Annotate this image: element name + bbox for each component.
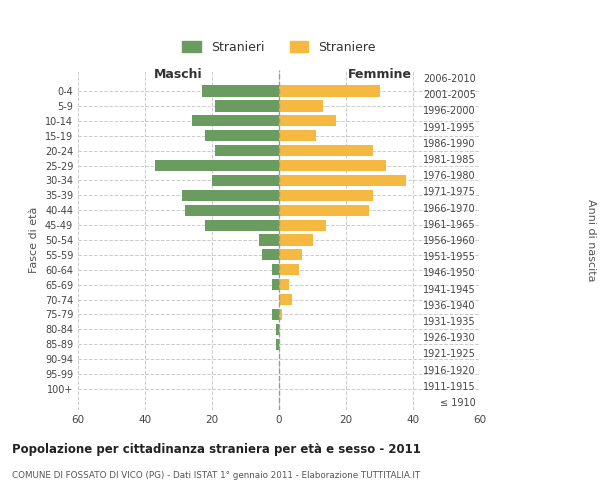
Bar	[155, 160, 279, 171]
Text: Popolazione per cittadinanza straniera per età e sesso - 2011: Popolazione per cittadinanza straniera p…	[12, 442, 421, 456]
Bar	[279, 145, 373, 156]
Bar	[279, 100, 323, 112]
Text: COMUNE DI FOSSATO DI VICO (PG) - Dati ISTAT 1° gennaio 2011 - Elaborazione TUTTI: COMUNE DI FOSSATO DI VICO (PG) - Dati IS…	[12, 471, 420, 480]
Bar	[205, 220, 279, 230]
Bar	[279, 264, 299, 276]
Bar	[279, 190, 373, 201]
Legend: Stranieri, Straniere: Stranieri, Straniere	[179, 37, 380, 58]
Bar	[275, 324, 279, 335]
Bar	[185, 204, 279, 216]
Bar	[279, 204, 370, 216]
Bar	[275, 338, 279, 350]
Bar	[272, 264, 279, 276]
Bar	[279, 294, 292, 305]
Bar	[259, 234, 279, 246]
Bar	[212, 175, 279, 186]
Bar	[192, 115, 279, 126]
Bar	[279, 234, 313, 246]
Text: Anni di nascita: Anni di nascita	[586, 198, 596, 281]
Bar	[279, 160, 386, 171]
Bar	[215, 145, 279, 156]
Bar	[262, 250, 279, 260]
Bar	[279, 309, 283, 320]
Text: Femmine: Femmine	[347, 68, 412, 80]
Bar	[202, 86, 279, 96]
Bar	[279, 86, 380, 96]
Bar	[279, 130, 316, 141]
Y-axis label: Fasce di età: Fasce di età	[29, 207, 39, 273]
Bar	[279, 250, 302, 260]
Bar	[279, 279, 289, 290]
Bar	[279, 175, 406, 186]
Bar	[215, 100, 279, 112]
Bar	[279, 115, 336, 126]
Bar	[272, 279, 279, 290]
Bar	[279, 220, 326, 230]
Bar	[205, 130, 279, 141]
Bar	[272, 309, 279, 320]
Bar	[182, 190, 279, 201]
Text: Maschi: Maschi	[154, 68, 203, 80]
